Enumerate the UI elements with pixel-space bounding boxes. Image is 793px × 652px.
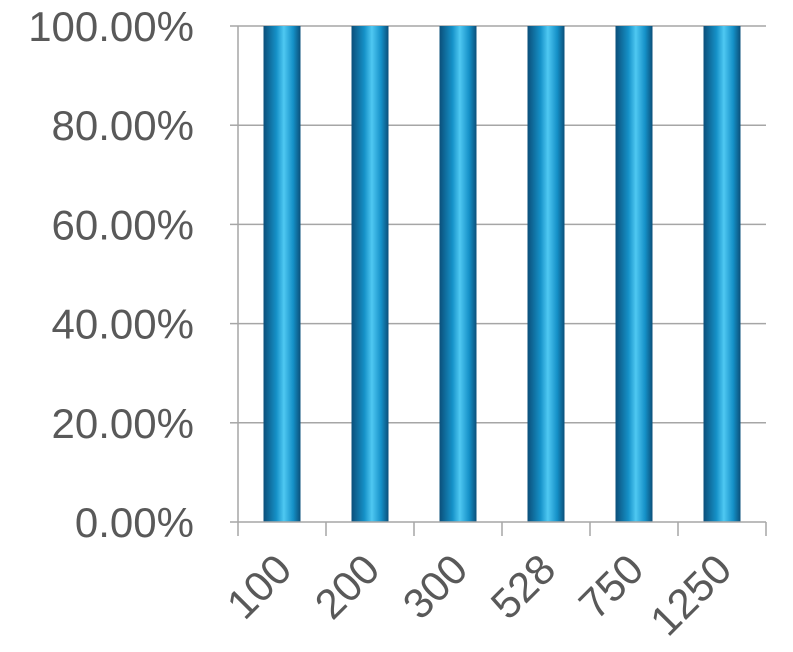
y-tick-label: 80.00% — [52, 102, 194, 149]
y-tick-label: 0.00% — [75, 499, 194, 546]
x-tick-label: 100 — [218, 545, 301, 628]
x-tick-label: 1250 — [641, 545, 740, 644]
axes — [230, 25, 767, 536]
y-tick-label: 100.00% — [28, 3, 194, 50]
x-tick-label: 200 — [306, 545, 389, 628]
x-tick-label: 750 — [570, 545, 653, 628]
gridlines — [238, 25, 766, 424]
y-tick-label: 60.00% — [52, 201, 194, 248]
y-tick-label: 20.00% — [52, 400, 194, 447]
x-tick-label: 528 — [482, 545, 565, 628]
bar-100 — [263, 26, 301, 522]
y-tick-label: 40.00% — [52, 301, 194, 348]
x-tick-label: 300 — [394, 545, 477, 628]
bar-528 — [527, 26, 565, 522]
bar-300 — [439, 26, 477, 522]
bar-750 — [615, 26, 653, 522]
bars — [263, 26, 741, 522]
bar-1250 — [703, 26, 741, 522]
bar-200 — [351, 26, 389, 522]
